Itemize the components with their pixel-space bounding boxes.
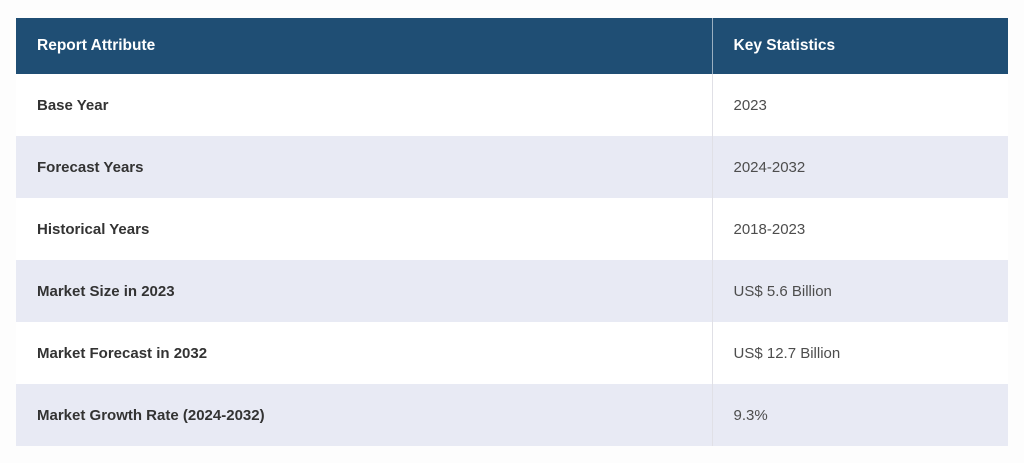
attribute-cell: Historical Years	[16, 198, 712, 260]
value-cell: 2024-2032	[711, 136, 1008, 198]
attribute-cell: Base Year	[16, 74, 712, 136]
table-row-base-year: Base Year 2023	[16, 74, 1008, 136]
value-cell: 2023	[711, 74, 1008, 136]
table-header-row: Report Attribute Key Statistics	[16, 18, 1008, 74]
table-row-forecast-years: Forecast Years 2024-2032	[16, 136, 1008, 198]
report-attributes-table: Report Attribute Key Statistics Base Yea…	[16, 18, 1008, 446]
attribute-cell: Market Growth Rate (2024-2032)	[16, 384, 712, 446]
value-cell: US$ 12.7 Billion	[711, 322, 1008, 384]
table-row-market-size-2023: Market Size in 2023 US$ 5.6 Billion	[16, 260, 1008, 322]
column-header-report-attribute: Report Attribute	[16, 18, 712, 74]
column-header-key-statistics: Key Statistics	[711, 18, 1008, 74]
attribute-cell: Market Forecast in 2032	[16, 322, 712, 384]
attribute-cell: Market Size in 2023	[16, 260, 712, 322]
table-row-historical-years: Historical Years 2018-2023	[16, 198, 1008, 260]
value-cell: 2018-2023	[711, 198, 1008, 260]
value-cell: US$ 5.6 Billion	[711, 260, 1008, 322]
table-row-market-growth-rate: Market Growth Rate (2024-2032) 9.3%	[16, 384, 1008, 446]
attribute-cell: Forecast Years	[16, 136, 712, 198]
value-cell: 9.3%	[711, 384, 1008, 446]
table-row-market-forecast-2032: Market Forecast in 2032 US$ 12.7 Billion	[16, 322, 1008, 384]
